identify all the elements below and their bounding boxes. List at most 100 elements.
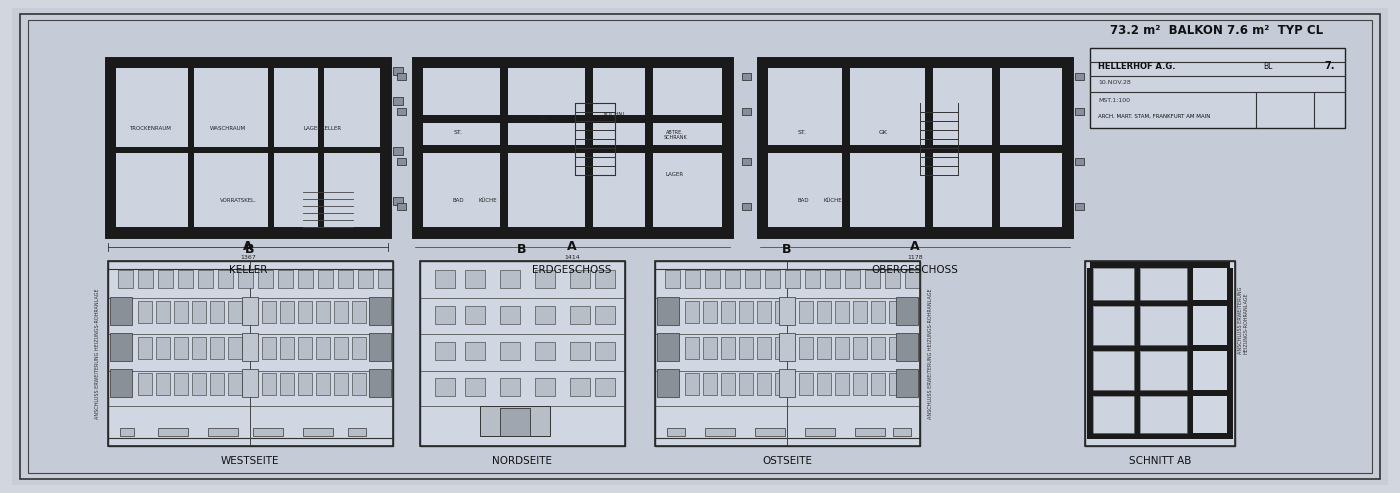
Text: B: B	[783, 243, 792, 256]
Bar	[535, 342, 554, 360]
Bar	[745, 270, 760, 288]
Bar	[721, 373, 735, 395]
Bar	[570, 378, 589, 396]
Bar	[853, 301, 867, 323]
Bar	[318, 270, 333, 288]
Bar	[739, 337, 753, 359]
Bar	[358, 270, 372, 288]
Bar	[706, 428, 735, 436]
Bar	[1140, 268, 1187, 300]
Text: ABTRE.
SCHRANK: ABTRE. SCHRANK	[664, 130, 687, 141]
Bar	[535, 306, 554, 324]
Bar	[302, 428, 333, 436]
Bar	[885, 270, 900, 288]
Bar	[1091, 433, 1231, 439]
Bar	[108, 60, 388, 68]
Bar	[188, 68, 195, 227]
Bar	[178, 270, 193, 288]
Text: NORDSEITE: NORDSEITE	[491, 456, 552, 466]
Bar	[685, 301, 699, 323]
Bar	[535, 378, 554, 396]
Bar	[420, 261, 624, 446]
Bar	[139, 373, 153, 395]
Bar	[174, 337, 188, 359]
Bar	[1085, 261, 1235, 446]
Bar	[414, 227, 729, 235]
Text: 10.NOV.28: 10.NOV.28	[1098, 80, 1131, 85]
Bar	[657, 369, 679, 397]
Text: BL: BL	[1263, 62, 1273, 71]
Text: 1414: 1414	[564, 255, 580, 260]
Bar	[799, 301, 813, 323]
Bar	[435, 342, 455, 360]
Bar	[414, 60, 729, 235]
Bar	[316, 301, 330, 323]
Bar	[871, 373, 885, 395]
Bar	[871, 337, 885, 359]
Text: HELLERHOF A.G.: HELLERHOF A.G.	[1098, 62, 1176, 71]
Bar	[108, 60, 388, 235]
Bar	[370, 297, 391, 325]
Bar	[108, 60, 116, 235]
Bar	[764, 270, 780, 288]
Bar	[865, 270, 881, 288]
Bar	[139, 301, 153, 323]
Bar	[657, 297, 679, 325]
Bar	[500, 306, 519, 324]
Bar	[825, 270, 840, 288]
Bar	[1140, 306, 1187, 345]
Bar	[108, 60, 388, 235]
Bar	[228, 301, 242, 323]
Text: KÜCHE: KÜCHE	[823, 198, 843, 203]
Bar	[1085, 261, 1235, 446]
Text: GK: GK	[879, 131, 888, 136]
Bar	[665, 270, 680, 288]
Text: KELLER: KELLER	[228, 265, 267, 275]
Bar	[818, 373, 832, 395]
Bar	[776, 301, 790, 323]
Bar	[398, 203, 406, 210]
Bar	[155, 337, 169, 359]
Text: LAGER: LAGER	[666, 173, 685, 177]
Bar	[298, 337, 312, 359]
Bar	[197, 270, 213, 288]
Bar	[655, 261, 920, 446]
Bar	[1093, 306, 1134, 345]
Bar	[657, 333, 679, 361]
Bar	[778, 369, 795, 397]
Bar	[218, 270, 232, 288]
Bar	[799, 373, 813, 395]
Bar	[655, 261, 920, 446]
Bar	[435, 378, 455, 396]
Bar	[818, 301, 832, 323]
Bar	[238, 270, 253, 288]
Bar	[742, 203, 750, 210]
Text: 7.: 7.	[1324, 62, 1336, 71]
Bar	[118, 270, 133, 288]
Bar	[853, 373, 867, 395]
Bar	[1075, 108, 1084, 115]
Bar	[242, 369, 258, 397]
Bar	[435, 270, 455, 288]
Bar	[116, 68, 188, 227]
Bar	[834, 373, 848, 395]
Bar	[423, 115, 722, 123]
Bar	[595, 306, 615, 324]
Bar	[111, 297, 132, 325]
Bar	[298, 301, 312, 323]
Bar	[335, 337, 349, 359]
Bar	[896, 333, 918, 361]
Bar	[228, 373, 242, 395]
Bar	[585, 68, 594, 227]
Bar	[645, 68, 652, 227]
Bar	[414, 60, 729, 68]
Bar	[739, 373, 753, 395]
Bar	[760, 60, 769, 235]
Bar	[1075, 73, 1084, 80]
Bar	[349, 428, 365, 436]
Bar	[1226, 268, 1233, 439]
Bar	[500, 68, 508, 227]
Text: TROCKENRAUM: TROCKENRAUM	[129, 126, 171, 131]
Bar	[1134, 268, 1140, 439]
Bar	[799, 337, 813, 359]
